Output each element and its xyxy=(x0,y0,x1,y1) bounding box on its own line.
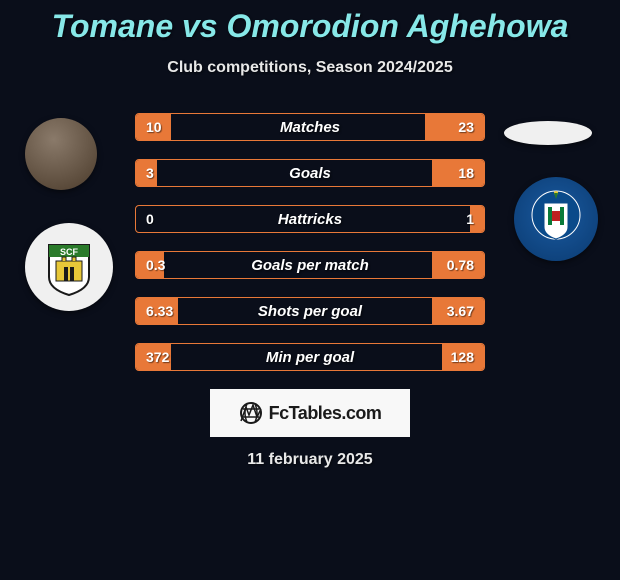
stat-value-right: 3.67 xyxy=(447,303,474,319)
club-right-crest xyxy=(514,177,598,261)
club-left-crest: SCF xyxy=(25,223,113,311)
player-left-avatar xyxy=(25,118,97,190)
stats-area: SCF 10Matches23 3Goals18 0Hattricks1 0.3Goa… xyxy=(0,113,620,371)
stat-row: 0.3Goals per match0.78 xyxy=(135,251,485,279)
stat-label: Goals xyxy=(136,165,484,182)
stat-label: Min per goal xyxy=(136,349,484,366)
stats-bars: 10Matches23 3Goals18 0Hattricks1 0.3Goals p… xyxy=(135,113,485,371)
scf-crest-icon: SCF xyxy=(44,237,94,297)
stat-row: 3Goals18 xyxy=(135,159,485,187)
stat-value-right: 23 xyxy=(458,119,474,135)
stat-row: 6.33Shots per goal3.67 xyxy=(135,297,485,325)
stat-label: Shots per goal xyxy=(136,303,484,320)
player-right-avatar xyxy=(504,121,592,145)
svg-text:SCF: SCF xyxy=(60,247,79,257)
stat-value-right: 128 xyxy=(451,349,474,365)
page-title: Tomane vs Omorodion Aghehowa xyxy=(0,8,620,45)
stat-label: Hattricks xyxy=(136,211,484,228)
fctables-logo-icon xyxy=(239,401,263,425)
stat-label: Goals per match xyxy=(136,257,484,274)
watermark-text: FcTables.com xyxy=(269,403,382,424)
stat-row: 372Min per goal128 xyxy=(135,343,485,371)
stat-row: 0Hattricks1 xyxy=(135,205,485,233)
stat-label: Matches xyxy=(136,119,484,136)
fcporto-crest-icon xyxy=(530,189,582,249)
stat-value-right: 18 xyxy=(458,165,474,181)
comparison-card: Tomane vs Omorodion Aghehowa Club compet… xyxy=(0,0,620,469)
stat-value-right: 0.78 xyxy=(447,257,474,273)
watermark: FcTables.com xyxy=(210,389,410,437)
stat-value-right: 1 xyxy=(466,211,474,227)
date-label: 11 february 2025 xyxy=(0,451,620,469)
stat-row: 10Matches23 xyxy=(135,113,485,141)
subtitle: Club competitions, Season 2024/2025 xyxy=(0,59,620,77)
